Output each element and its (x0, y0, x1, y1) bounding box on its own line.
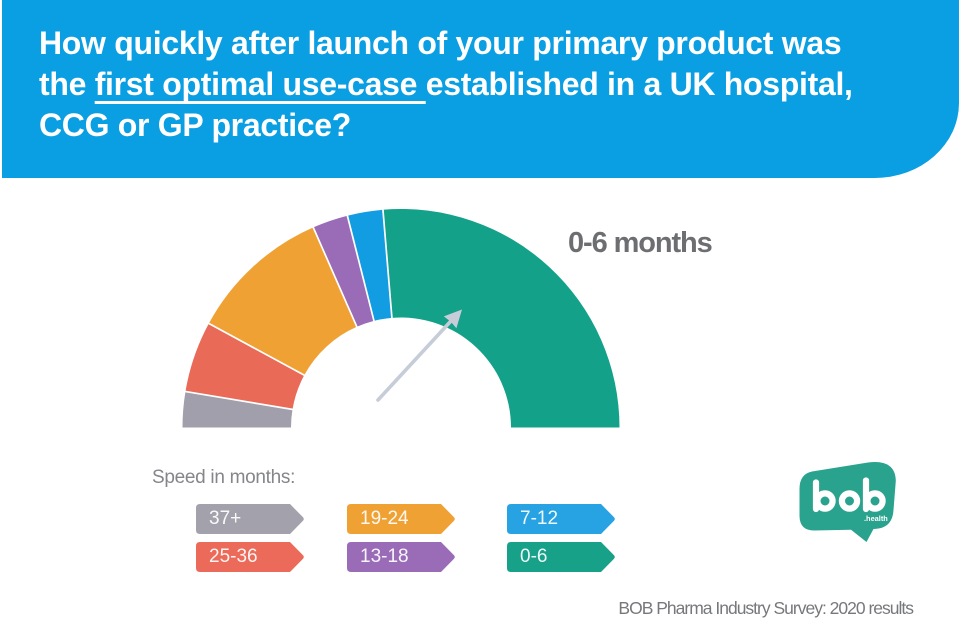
svg-text:.health: .health (864, 514, 888, 523)
